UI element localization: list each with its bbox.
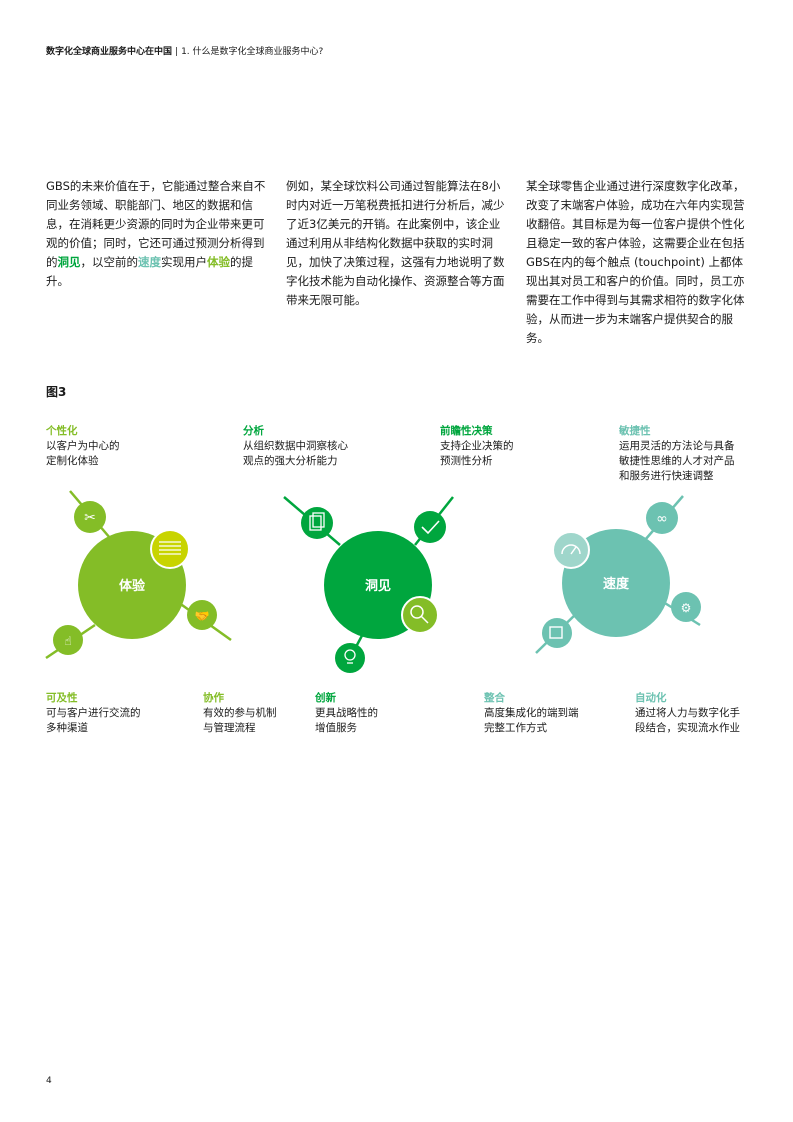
label-desc: 预测性分析: [440, 455, 493, 467]
speed-hub-label: 速度: [603, 576, 630, 592]
label-title: 可及性: [46, 692, 78, 704]
svg-text:∞: ∞: [656, 511, 668, 527]
label-personalization: 个性化以客户为中心的 定制化体验: [46, 424, 120, 469]
label-desc: 支持企业决策的: [440, 440, 514, 452]
label-title: 自动化: [635, 692, 667, 704]
figure-label: 图3: [46, 385, 67, 399]
svg-text:🤝: 🤝: [195, 609, 210, 623]
label-title: 创新: [315, 692, 336, 704]
header-separator: |: [175, 47, 179, 57]
label-desc: 定制化体验: [46, 455, 99, 467]
svg-text:⚙: ⚙: [681, 601, 692, 615]
label-title: 个性化: [46, 425, 78, 437]
label-title: 协作: [203, 692, 224, 704]
page-number: 4: [46, 1076, 52, 1086]
documents-icon: [301, 507, 333, 539]
label-desc: 可与客户进行交流的: [46, 707, 141, 719]
label-integration: 整合高度集成化的端到端 完整工作方式: [484, 691, 579, 736]
label-desc: 段结合，实现流水作业: [635, 722, 740, 734]
label-analysis: 分析从组织数据中洞察核心 观点的强大分析能力: [243, 424, 348, 469]
label-title: 分析: [243, 425, 264, 437]
running-header: 数字化全球商业服务中心在中国 | 1. 什么是数字化全球商业服务中心?: [46, 44, 323, 57]
label-desc: 高度集成化的端到端: [484, 707, 579, 719]
scissors-icon: [74, 501, 106, 533]
search-icon: [401, 596, 439, 634]
puzzle-icon: [542, 618, 572, 648]
label-title: 前瞻性决策: [440, 425, 493, 437]
insight-hub-label: 洞见: [365, 579, 391, 594]
paragraph-1: GBS的未来价值在于，它能通过整合来自不同业务领域、职能部门、地区的数据和信息，…: [46, 177, 271, 291]
checkmark-icon: [414, 511, 446, 543]
label-innovation: 创新更具战略性的 增值服务: [315, 691, 378, 736]
label-title: 整合: [484, 692, 505, 704]
handshake-icon: [187, 600, 217, 630]
label-desc: 观点的强大分析能力: [243, 455, 338, 467]
lightbulb-icon: [335, 643, 365, 673]
label-collaboration: 协作有效的参与机制 与管理流程: [203, 691, 277, 736]
label-automation: 自动化通过将人力与数字化手 段结合，实现流水作业: [635, 691, 740, 736]
paragraph-2: 例如，某全球饮料公司通过智能算法在8小时内对近一万笔税费抵扣进行分析后，减少了近…: [286, 179, 505, 307]
label-desc: 通过将人力与数字化手: [635, 707, 740, 719]
touch-icon: [53, 625, 83, 655]
p1-text-a: GBS的未来价值在于，它能通过整合来自不同业务领域、职能部门、地区的数据和信息，…: [46, 179, 266, 269]
list-icon: [150, 529, 190, 569]
label-title: 敏捷性: [619, 425, 651, 437]
label-desc: 敏捷性思维的人才对产品: [619, 455, 735, 467]
label-desc: 以客户为中心的: [46, 440, 120, 452]
label-desc: 完整工作方式: [484, 722, 547, 734]
label-desc: 多种渠道: [46, 722, 88, 734]
doc-title: 数字化全球商业服务中心在中国: [46, 47, 173, 57]
label-desc: 与管理流程: [203, 722, 256, 734]
p1-text-b: ，以空前的: [80, 255, 139, 269]
label-desc: 更具战略性的: [315, 707, 378, 719]
gears-icon: [671, 592, 701, 622]
label-desc: 和服务进行快速调整: [619, 470, 714, 482]
paragraph-3: 某全球零售企业通过进行深度数字化改革，改变了末端客户体验，成功在六年内实现营收翻…: [526, 179, 745, 345]
label-desc: 增值服务: [315, 722, 357, 734]
label-foresight: 前瞻性决策支持企业决策的 预测性分析: [440, 424, 514, 469]
experience-hub-label: 体验: [119, 578, 146, 594]
p1-text-d: 的提升。: [46, 255, 253, 288]
p1-highlight-experience: 体验: [207, 255, 230, 269]
p1-highlight-insight: 洞见: [57, 255, 81, 269]
label-accessibility: 可及性可与客户进行交流的 多种渠道: [46, 691, 141, 736]
p1-highlight-speed: 速度: [138, 255, 161, 269]
svg-text:✂: ✂: [84, 510, 96, 526]
label-desc: 运用灵活的方法论与具备: [619, 440, 735, 452]
label-agility: 敏捷性运用灵活的方法论与具备 敏捷性思维的人才对产品 和服务进行快速调整: [619, 424, 735, 484]
label-desc: 从组织数据中洞察核心: [243, 440, 348, 452]
section-title: 1. 什么是数字化全球商业服务中心?: [181, 47, 324, 57]
infinity-loop-icon: [646, 502, 678, 534]
p1-text-c: 实现用户: [161, 255, 207, 269]
label-desc: 有效的参与机制: [203, 707, 277, 719]
gauge-icon: [552, 531, 590, 569]
svg-text:☝: ☝: [64, 634, 71, 648]
